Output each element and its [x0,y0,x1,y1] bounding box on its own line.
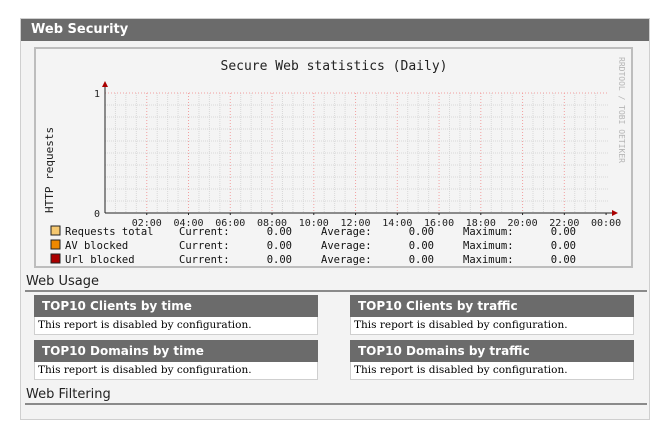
legend-label: Requests total [65,226,154,238]
x-tick-label: 00:00 [591,218,621,229]
x-tick-label: 12:00 [340,218,370,229]
chart-title: Secure Web statistics (Daily) [221,59,448,74]
panel-title: Web Security [21,19,649,41]
legend-value: Average: [321,226,372,238]
report-message: This report is disabled by configuration… [34,362,318,380]
report-message: This report is disabled by configuration… [350,317,634,335]
x-tick-label: 22:00 [549,218,579,229]
x-tick-label: 06:00 [215,218,245,229]
web-filtering-heading: Web Filtering [26,387,111,402]
y-tick-labels: 01 [94,89,100,220]
legend-value: 0.00 [551,226,576,238]
report-title: TOP10 Domains by time [34,340,318,362]
statistics-chart: Secure Web statistics (Daily) RRDTOOL / … [43,57,626,266]
chart-legend: Requests total Current: 0.00 Average: 0.00 Ma… [50,225,576,266]
legend-value: 0.00 [267,254,292,266]
legend-value: Average: [321,240,372,252]
legend-value: Current: [179,240,230,252]
x-tick-label: 08:00 [257,218,287,229]
report-title: TOP10 Clients by traffic [350,295,634,317]
x-tick-label: 10:00 [299,218,329,229]
x-tick-label: 20:00 [508,218,538,229]
x-tick-label: 18:00 [466,218,496,229]
web-security-panel: Web Security Secure Web statistics (Dail… [20,18,650,420]
legend-value: Average: [321,254,372,266]
x-tick-label: 16:00 [424,218,454,229]
legend-swatch [50,225,61,236]
legend-value: 0.00 [409,240,434,252]
legend-value: 0.00 [551,240,576,252]
legend-value: Current: [179,254,230,266]
x-tick-label: 02:00 [132,218,162,229]
legend-swatch [50,239,61,250]
y-tick-label: 1 [94,89,100,100]
y-axis-label: HTTP requests [43,127,56,213]
report-top10-clients-by-time: TOP10 Clients by time This report is dis… [34,295,318,335]
report-top10-clients-by-traffic: TOP10 Clients by traffic This report is … [350,295,634,335]
legend-value: 0.00 [551,254,576,266]
web-filtering-divider [25,403,647,405]
statistics-graph: Secure Web statistics (Daily) RRDTOOL / … [34,47,633,268]
legend-label: Url blocked [65,254,135,266]
y-tick-label: 0 [94,209,100,220]
legend-value: 0.00 [267,240,292,252]
x-tick-label: 04:00 [173,218,203,229]
legend-value: Maximum: [463,226,514,238]
chart-grid [105,92,609,213]
legend-value: Current: [179,226,230,238]
report-top10-domains-by-time: TOP10 Domains by time This report is dis… [34,340,318,380]
report-top10-domains-by-traffic: TOP10 Domains by traffic This report is … [350,340,634,380]
chart-axes [102,81,618,216]
rrdtool-watermark: RRDTOOL / TOBI OETIKER [617,57,626,163]
report-message: This report is disabled by configuration… [34,317,318,335]
x-axis-arrow [612,210,618,216]
x-tick-label: 14:00 [382,218,412,229]
legend-swatch [50,253,61,264]
report-title: TOP10 Clients by time [34,295,318,317]
web-usage-divider [25,290,647,292]
report-message: This report is disabled by configuration… [350,362,634,380]
legend-value: 0.00 [409,254,434,266]
web-usage-heading: Web Usage [26,274,99,289]
legend-value: 0.00 [409,226,434,238]
report-title: TOP10 Domains by traffic [350,340,634,362]
legend-value: 0.00 [267,226,292,238]
legend-value: Maximum: [463,240,514,252]
y-axis-arrow [102,81,108,87]
legend-label: AV blocked [65,240,128,252]
x-tick-labels: 02:00 04:00 06:00 08:00 10:00 12:00 14:00 16:00… [132,218,621,229]
legend-value: Maximum: [463,254,514,266]
